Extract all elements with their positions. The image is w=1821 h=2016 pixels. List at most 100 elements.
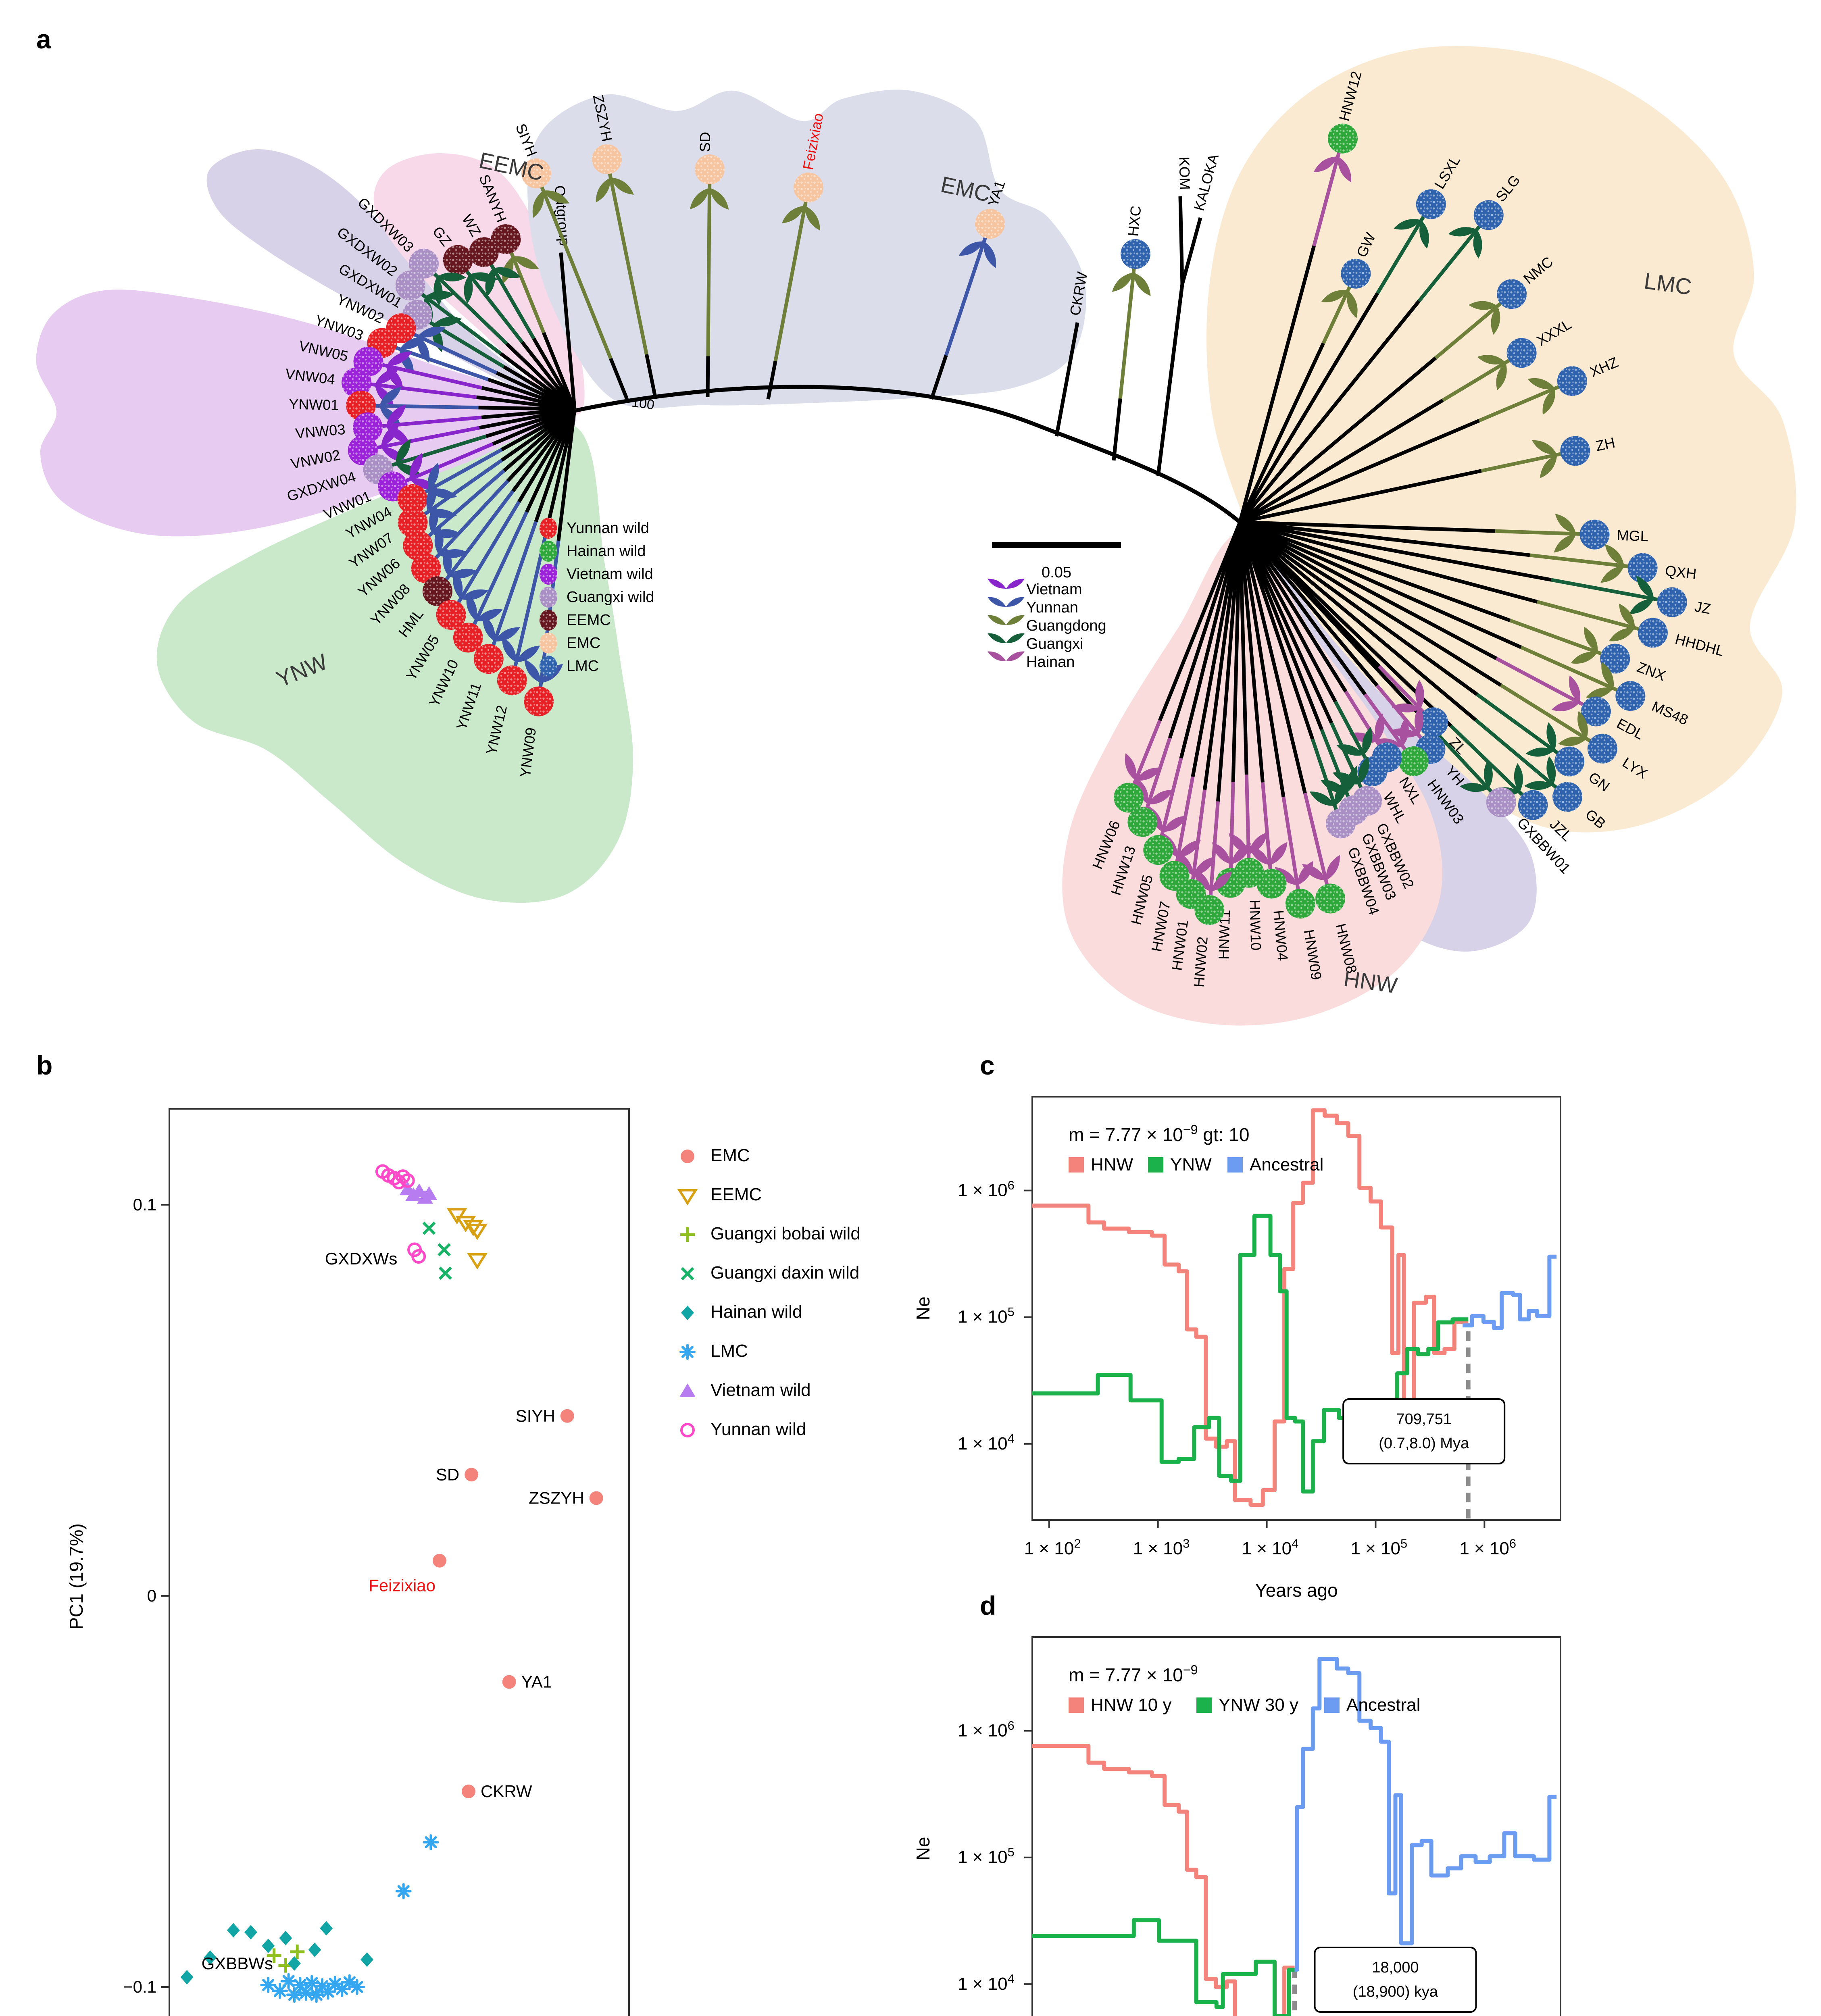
marker-triangle-up-filled xyxy=(421,1186,438,1200)
branch-stem xyxy=(1476,693,1561,756)
marker-circle-filled xyxy=(465,1468,479,1482)
branch-base xyxy=(766,360,777,400)
tree-tip-HXC: HXC xyxy=(1112,205,1151,461)
tree-tip-label: KOM xyxy=(1176,156,1193,190)
tree-tip-QXH: QXH xyxy=(1240,520,1697,583)
tree-tip-MGL: MGL xyxy=(1240,514,1649,553)
leaf-icon xyxy=(1558,736,1587,746)
branch-base xyxy=(556,409,577,541)
fruit-icon-vietnam_wild xyxy=(352,412,383,442)
leaf-icon xyxy=(1394,219,1422,230)
fruit-icon-lmc xyxy=(1497,279,1527,309)
leaf-icon xyxy=(1136,767,1162,781)
branch-stem xyxy=(1417,223,1483,302)
branch-stem xyxy=(1478,384,1562,423)
branch-base xyxy=(1239,520,1522,649)
fruit-icon-lmc xyxy=(1638,618,1668,648)
pca-legend-label: LMC xyxy=(710,1341,748,1361)
ne-series-ancestral xyxy=(1294,1657,1557,1972)
ne-series-hnw xyxy=(1032,1108,1469,1507)
fruit-icon-hainan_wild xyxy=(1256,868,1287,899)
leaf-icon xyxy=(1326,855,1340,881)
tree-tip-HNW07: HNW07 xyxy=(1148,522,1242,953)
ne-legend-swatch-ancestral xyxy=(1227,1157,1243,1173)
leaf-icon xyxy=(1334,779,1347,806)
ne-legend-label: YNW xyxy=(1170,1155,1212,1175)
branch-base xyxy=(1239,398,1444,524)
branch-stem xyxy=(1495,529,1583,536)
leaf-legend-icon-hainan xyxy=(1006,651,1025,662)
fruit-legend-label: LMC xyxy=(567,658,599,675)
leaf-icon xyxy=(1347,290,1358,319)
leaf-icon xyxy=(483,614,495,641)
branch-base xyxy=(1240,520,1496,533)
marker-diamond-filled xyxy=(320,1921,333,1936)
ne-x-tick-label: 1 × 102 xyxy=(1024,1536,1081,1558)
marker-triangle-down-open xyxy=(677,1189,698,1206)
ne-y-axis-label: Ne xyxy=(913,1837,933,1861)
ne-legend-label: YNW 30 y xyxy=(1219,1695,1298,1715)
fruit-icon-yunnan_wild xyxy=(473,644,504,674)
tree-tip-label: ZH xyxy=(1594,434,1616,454)
ne-title: m = 7.77 × 10−9 xyxy=(1069,1663,1198,1685)
fruit-icon-eemc xyxy=(469,237,499,267)
ne-y-tick-label: 1 × 105 xyxy=(958,1845,1015,1867)
fruit-legend-icon-vietnam_wild xyxy=(540,564,557,585)
fruit-icon-guangxi_wild xyxy=(408,248,439,279)
leaf-icon xyxy=(1211,871,1232,892)
ne-annotation-line1: 709,751 xyxy=(1396,1411,1451,1428)
branch-stem xyxy=(1481,452,1564,473)
tree-tip-GZ: GZ xyxy=(429,223,576,410)
branch-base xyxy=(1238,521,1381,668)
marker-circle-filled xyxy=(433,1554,446,1568)
tree-tip-label: SIYH xyxy=(513,121,540,159)
leaf-legend-icon-guangdong xyxy=(1006,615,1025,625)
leaf-icon xyxy=(958,241,984,256)
branch-stem xyxy=(433,479,509,561)
fruit-icon-yunnan_wild xyxy=(397,484,427,514)
branch-base xyxy=(929,354,948,400)
tree-tip-label: MGL xyxy=(1617,527,1648,545)
branch-stem xyxy=(1329,722,1364,791)
leaf-icon xyxy=(1136,778,1149,804)
marker-diamond-filled xyxy=(244,1925,257,1940)
tree-tip-JZ: JZ xyxy=(1240,520,1712,617)
leaf-icon xyxy=(1163,816,1187,832)
pca-legend-label: Vietnam wild xyxy=(710,1380,811,1400)
fruit-icon-yunnan_wild xyxy=(398,508,428,538)
leaf-icon xyxy=(502,637,517,662)
leaf-icon xyxy=(426,483,436,512)
leaf-icon xyxy=(1309,791,1335,806)
leaf-icon xyxy=(1313,156,1338,173)
node-support-label: 100 xyxy=(631,394,655,413)
leaf-icon xyxy=(1419,220,1429,249)
branch-base xyxy=(1238,522,1265,783)
marker-triangle-down-open xyxy=(467,1224,488,1240)
branch-stem xyxy=(773,199,808,362)
fruit-legend-icon-yunnan_wild xyxy=(540,518,557,539)
fruit-icon-lmc xyxy=(1557,366,1587,396)
tree-tip-EDL: EDL xyxy=(1239,521,1647,743)
marker-diamond-filled xyxy=(227,1923,240,1938)
tree-tip-label: YNW01 xyxy=(289,396,339,413)
marker-plus xyxy=(680,1227,695,1242)
branch-stem xyxy=(426,469,506,539)
branch-stem xyxy=(1500,683,1593,744)
fruit-icon-hainan_wild xyxy=(1398,746,1429,777)
tree-tip-LYX: LYX xyxy=(1239,521,1651,782)
leaf-icon xyxy=(1477,355,1506,364)
branch-base xyxy=(1238,522,1286,797)
leaf-legend-icon-yunnan xyxy=(988,597,1006,607)
branch-stem xyxy=(1377,665,1426,715)
fruit-icon-lmc xyxy=(1581,696,1611,727)
marker-asterisk xyxy=(423,1834,439,1851)
branch-base xyxy=(544,408,577,532)
branch-base xyxy=(1238,521,1379,687)
pca-annotation-GXDXWs: GXDXWs xyxy=(325,1249,398,1268)
marker-asterisk xyxy=(395,1883,412,1899)
ne-legend-label: HNW xyxy=(1091,1155,1133,1175)
ne-annotation-box xyxy=(1342,1398,1506,1464)
leaf-icon xyxy=(1551,701,1580,712)
ne-legend-swatch-ancestral xyxy=(1324,1697,1340,1713)
